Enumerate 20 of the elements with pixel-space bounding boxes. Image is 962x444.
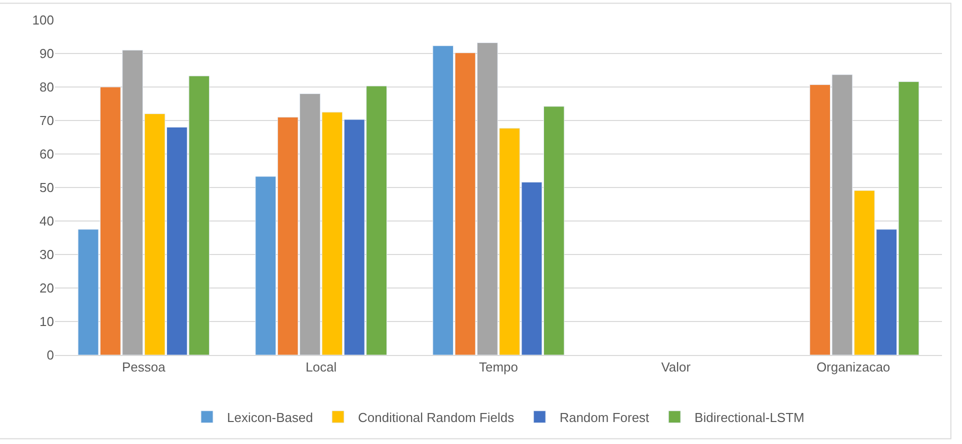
y-tick-label: 40: [40, 214, 54, 229]
legend-label: Lexicon-Based: [227, 410, 313, 425]
y-tick-label: 60: [40, 146, 54, 162]
x-tick-label: Local: [306, 360, 337, 375]
x-tick-label: Pessoa: [122, 360, 166, 375]
x-tick-label: Organizacao: [816, 360, 890, 375]
x-tick-label: Tempo: [478, 360, 518, 375]
x-tick-label: Valor: [661, 360, 692, 375]
y-tick-label: 10: [40, 314, 54, 330]
y-tick-label: 90: [40, 46, 54, 62]
legend-label: Random Forest: [560, 410, 650, 425]
y-tick-label: 0: [46, 348, 54, 363]
legend-label: Conditional Random Fields: [358, 410, 515, 425]
legend-label: Bidirectional-LSTM: [694, 410, 804, 425]
y-tick-label: 20: [40, 280, 54, 296]
y-tick-label: 100: [32, 12, 54, 28]
y-tick-label: 50: [40, 180, 54, 196]
y-tick-label: 70: [40, 113, 54, 128]
y-tick-label: 80: [40, 80, 54, 95]
y-tick-label: 30: [40, 247, 54, 262]
